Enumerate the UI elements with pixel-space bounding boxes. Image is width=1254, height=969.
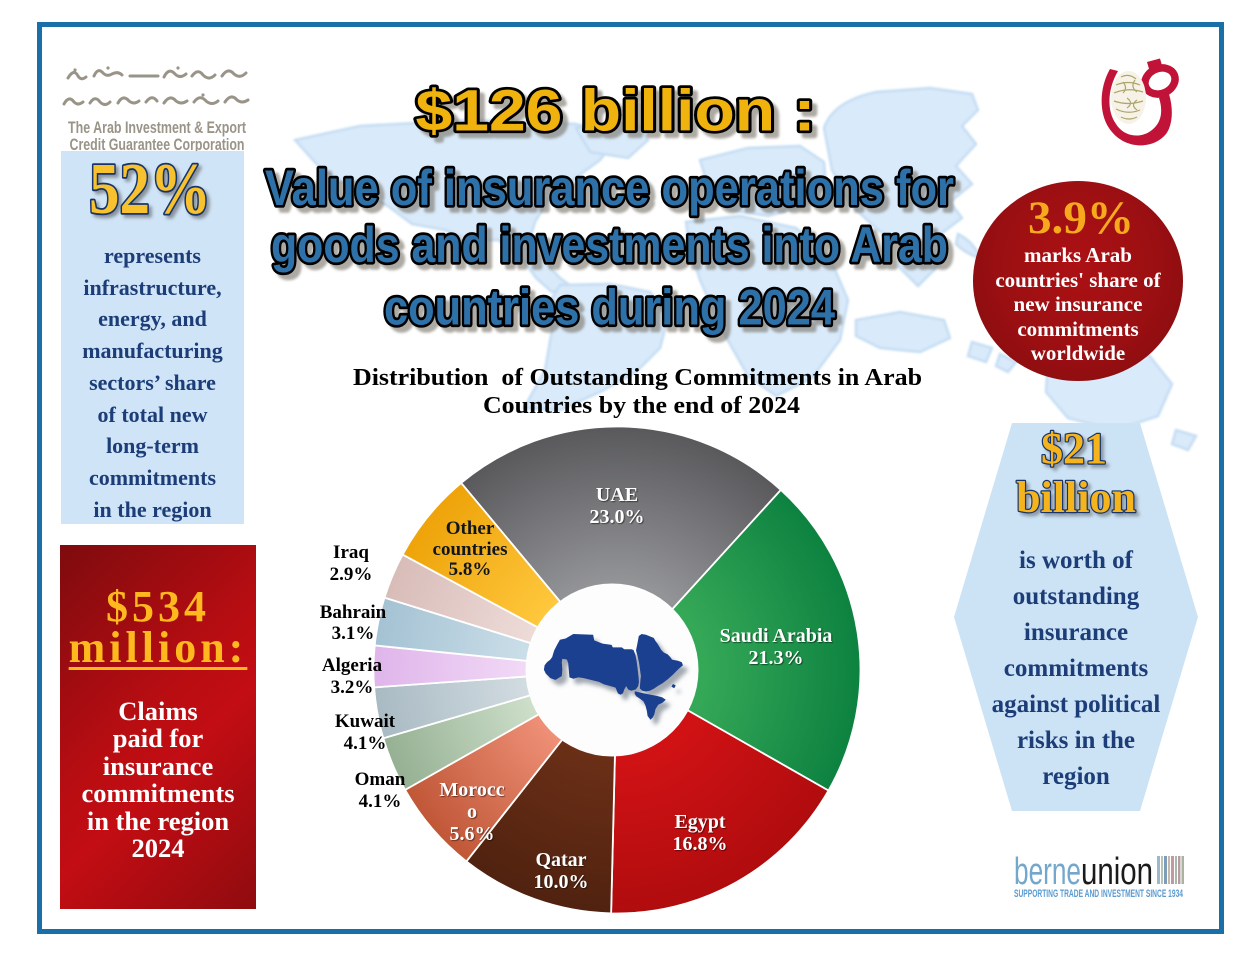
svg-text:$126 billion :: $126 billion : — [416, 79, 816, 144]
svg-text:union: union — [1081, 851, 1153, 893]
svg-text:Countries by the end of 2024: Countries by the end of 2024 — [483, 392, 800, 419]
svg-text:Credit Guarantee Corporation: Credit Guarantee Corporation — [70, 136, 245, 154]
svg-text:goods and investments into Ara: goods and investments into Arab — [271, 217, 948, 273]
svg-text:The Arab Investment & Export: The Arab Investment & Export — [68, 119, 246, 137]
svg-text:$21: $21 — [1041, 424, 1107, 473]
svg-text:billion: billion — [1016, 473, 1136, 522]
svg-text:Value of insurance operations: Value of insurance operations for — [265, 160, 954, 216]
svg-text:countries during 2024: countries during 2024 — [384, 280, 835, 336]
svg-text:52%: 52% — [89, 148, 211, 229]
svg-text:SUPPORTING TRADE AND INVESTMEN: SUPPORTING TRADE AND INVESTMENT SINCE 19… — [1014, 888, 1184, 900]
svg-text:3.9%: 3.9% — [1028, 193, 1134, 244]
svg-text:berne: berne — [1014, 851, 1081, 893]
svg-text:Distribution of Outstanding C: Distribution of Outstanding Commitments … — [353, 364, 922, 391]
